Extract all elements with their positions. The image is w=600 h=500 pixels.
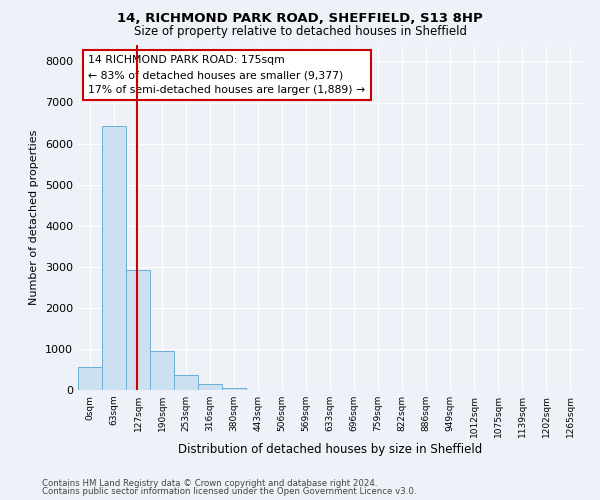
Text: Contains HM Land Registry data © Crown copyright and database right 2024.: Contains HM Land Registry data © Crown c… — [42, 478, 377, 488]
Text: Size of property relative to detached houses in Sheffield: Size of property relative to detached ho… — [133, 25, 467, 38]
Bar — [199, 384, 221, 390]
Bar — [151, 350, 173, 390]
Bar — [79, 366, 101, 390]
Bar — [103, 126, 125, 390]
Text: 14 RICHMOND PARK ROAD: 175sqm
← 83% of detached houses are smaller (9,377)
17% o: 14 RICHMOND PARK ROAD: 175sqm ← 83% of d… — [88, 56, 365, 95]
Bar — [175, 375, 197, 390]
Bar — [127, 270, 149, 390]
Y-axis label: Number of detached properties: Number of detached properties — [29, 130, 40, 305]
Text: 14, RICHMOND PARK ROAD, SHEFFIELD, S13 8HP: 14, RICHMOND PARK ROAD, SHEFFIELD, S13 8… — [117, 12, 483, 26]
Text: Contains public sector information licensed under the Open Government Licence v3: Contains public sector information licen… — [42, 487, 416, 496]
Bar — [223, 388, 245, 390]
X-axis label: Distribution of detached houses by size in Sheffield: Distribution of detached houses by size … — [178, 442, 482, 456]
